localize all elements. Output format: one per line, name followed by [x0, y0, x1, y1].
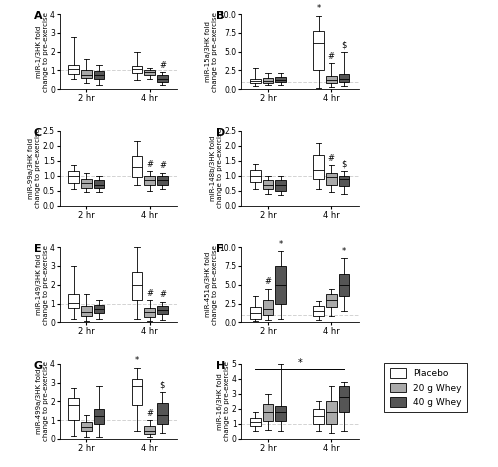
PathPatch shape [250, 170, 260, 182]
PathPatch shape [275, 266, 286, 304]
PathPatch shape [81, 306, 92, 316]
PathPatch shape [68, 397, 79, 420]
Y-axis label: miR-15a/3HK fold
change to pre-exercise: miR-15a/3HK fold change to pre-exercise [205, 12, 218, 92]
PathPatch shape [250, 418, 260, 426]
PathPatch shape [262, 180, 273, 189]
PathPatch shape [250, 307, 260, 318]
PathPatch shape [68, 65, 79, 74]
Text: *: * [317, 4, 321, 13]
PathPatch shape [81, 71, 92, 78]
Y-axis label: miR-499a/3HK fold
change to pre-exercise: miR-499a/3HK fold change to pre-exercise [36, 361, 49, 441]
Text: F: F [216, 244, 223, 254]
Text: #: # [146, 289, 153, 297]
Text: #: # [159, 290, 166, 299]
PathPatch shape [144, 176, 155, 185]
PathPatch shape [313, 409, 324, 424]
Text: E: E [34, 244, 42, 254]
Y-axis label: miR-149/3HK fold
change to pre-exercise: miR-149/3HK fold change to pre-exercise [36, 245, 49, 325]
PathPatch shape [262, 404, 273, 421]
PathPatch shape [326, 77, 337, 83]
Text: $: $ [341, 160, 347, 169]
Y-axis label: miR-16/3HK fold
change to pre-exercise: miR-16/3HK fold change to pre-exercise [217, 361, 230, 441]
Text: B: B [216, 11, 224, 21]
Y-axis label: miR-1/3HK fold
change to pre-exercise: miR-1/3HK fold change to pre-exercise [36, 12, 49, 92]
PathPatch shape [326, 173, 337, 185]
Text: *: * [342, 247, 346, 256]
Text: *: * [297, 358, 302, 368]
PathPatch shape [262, 78, 273, 83]
PathPatch shape [339, 386, 350, 412]
PathPatch shape [81, 422, 92, 432]
PathPatch shape [144, 426, 155, 434]
Text: G: G [34, 361, 43, 371]
Text: #: # [159, 61, 166, 70]
PathPatch shape [68, 294, 79, 308]
PathPatch shape [144, 71, 155, 75]
PathPatch shape [339, 176, 350, 186]
PathPatch shape [326, 294, 337, 307]
Text: $: $ [160, 381, 165, 390]
Text: #: # [264, 277, 271, 286]
PathPatch shape [131, 272, 142, 300]
PathPatch shape [81, 179, 92, 188]
PathPatch shape [275, 406, 286, 421]
Legend: Placebo, 20 g Whey, 40 g Whey: Placebo, 20 g Whey, 40 g Whey [384, 363, 467, 412]
PathPatch shape [68, 171, 79, 183]
PathPatch shape [94, 305, 105, 313]
PathPatch shape [275, 180, 286, 191]
PathPatch shape [250, 79, 260, 83]
PathPatch shape [131, 66, 142, 73]
PathPatch shape [275, 77, 286, 83]
PathPatch shape [131, 156, 142, 177]
Y-axis label: miR-99a/3HK fold
change to pre-exercise: miR-99a/3HK fold change to pre-exercise [28, 128, 41, 208]
Text: #: # [146, 409, 153, 418]
PathPatch shape [94, 409, 105, 424]
PathPatch shape [326, 401, 337, 424]
PathPatch shape [94, 180, 105, 188]
PathPatch shape [157, 403, 168, 424]
PathPatch shape [339, 74, 350, 83]
PathPatch shape [157, 306, 168, 314]
Text: $: $ [341, 40, 347, 50]
PathPatch shape [157, 176, 168, 185]
Y-axis label: miR-148b/3HK fold
change to pre-exercise: miR-148b/3HK fold change to pre-exercise [210, 128, 223, 208]
PathPatch shape [131, 379, 142, 405]
Y-axis label: miR-451a/3HK fold
change to pre-exercise: miR-451a/3HK fold change to pre-exercise [205, 245, 218, 325]
Text: #: # [146, 160, 153, 169]
Text: A: A [34, 11, 43, 21]
PathPatch shape [313, 30, 324, 71]
PathPatch shape [157, 75, 168, 82]
Text: *: * [135, 356, 139, 365]
Text: #: # [159, 162, 166, 170]
PathPatch shape [339, 274, 350, 296]
Text: #: # [328, 52, 335, 61]
Text: H: H [216, 361, 225, 371]
PathPatch shape [262, 300, 273, 315]
PathPatch shape [313, 155, 324, 179]
PathPatch shape [313, 306, 324, 316]
Text: *: * [278, 240, 283, 249]
PathPatch shape [144, 308, 155, 317]
Text: #: # [328, 154, 335, 163]
Text: D: D [216, 127, 225, 138]
PathPatch shape [94, 71, 105, 79]
Text: C: C [34, 127, 42, 138]
